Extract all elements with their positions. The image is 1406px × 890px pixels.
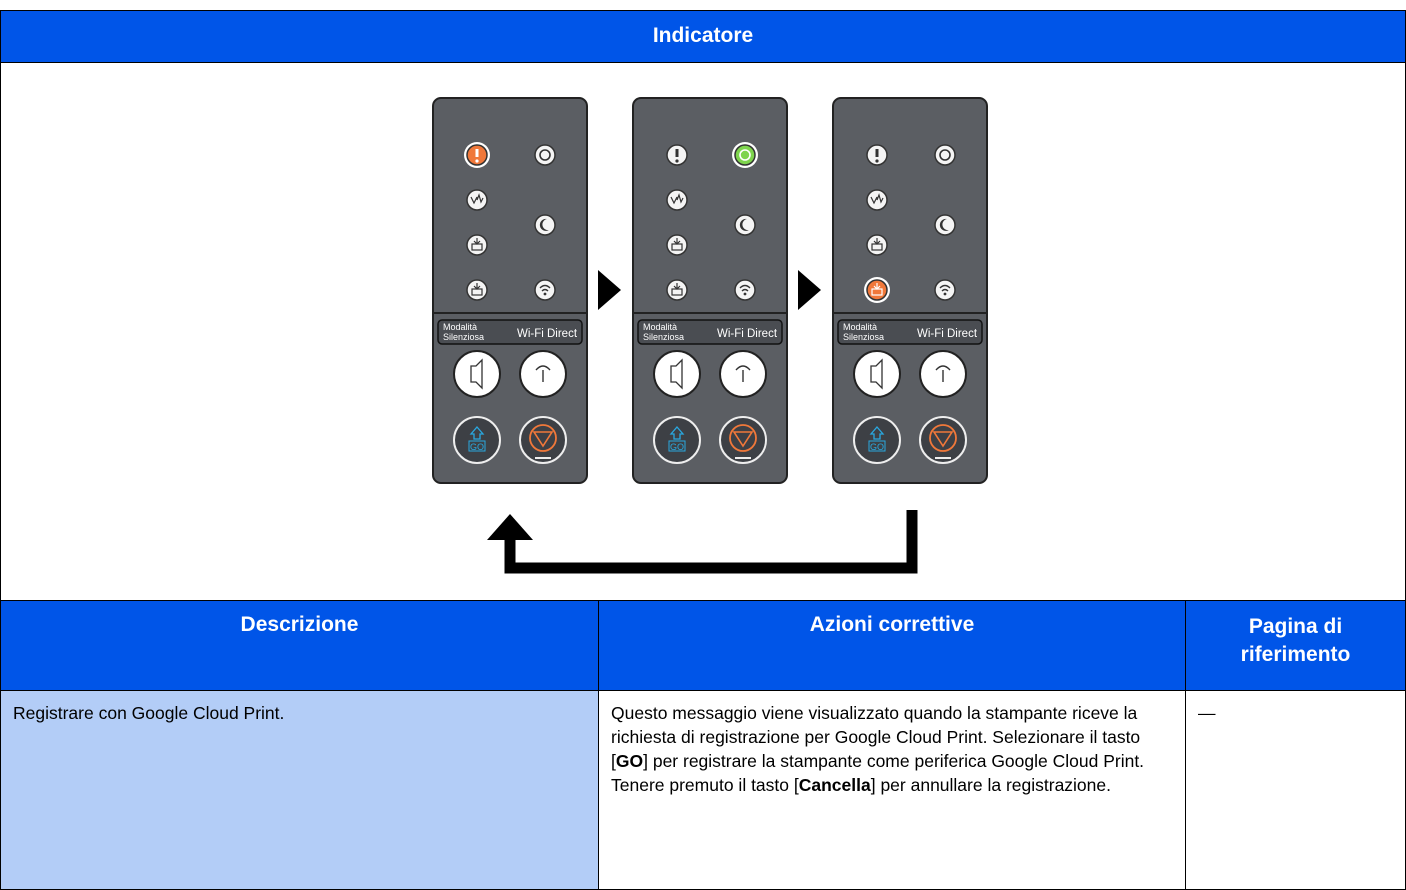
panel-button bbox=[453, 350, 501, 398]
panel-label: Silenziosa bbox=[643, 332, 684, 342]
go-icon bbox=[469, 426, 485, 440]
indicator-header: Indicatore bbox=[0, 10, 1406, 63]
column-header: Descrizione bbox=[0, 600, 599, 691]
text: ] per registrare la stampante come perif… bbox=[611, 751, 1145, 795]
led-icon bbox=[543, 292, 547, 296]
led-icon bbox=[539, 284, 551, 292]
actions-cell: Questo messaggio viene visualizzato quan… bbox=[598, 690, 1186, 890]
led-icon bbox=[939, 149, 951, 161]
reference-cell: — bbox=[1185, 690, 1406, 890]
text: ] per annullare la registrazione. bbox=[870, 775, 1111, 795]
led-icon bbox=[675, 159, 679, 163]
step-arrow bbox=[598, 270, 621, 310]
panel-button bbox=[653, 416, 701, 464]
stop-icon bbox=[532, 431, 554, 448]
panel-button bbox=[719, 416, 767, 464]
go-box bbox=[668, 440, 686, 452]
panel-label: Wi-Fi Direct bbox=[717, 328, 778, 340]
panel-label: Modalità bbox=[843, 322, 877, 332]
led bbox=[934, 144, 956, 166]
panel-button bbox=[453, 416, 501, 464]
led-icon bbox=[475, 159, 479, 163]
led-icon bbox=[470, 193, 484, 205]
led-icon bbox=[870, 193, 884, 205]
panel-button bbox=[919, 416, 967, 464]
panel-button bbox=[853, 416, 901, 464]
panel-label: Silenziosa bbox=[443, 332, 484, 342]
label-strip bbox=[637, 319, 783, 345]
led-icon bbox=[473, 238, 481, 245]
column-header: Azioni correttive bbox=[598, 600, 1186, 691]
led-icon bbox=[873, 283, 881, 290]
button-icon bbox=[735, 365, 751, 382]
led-icon bbox=[739, 218, 749, 231]
go-icon bbox=[869, 426, 885, 440]
panel-label: Modalità bbox=[643, 322, 677, 332]
button-icon bbox=[870, 358, 883, 390]
led-icon bbox=[739, 284, 751, 292]
panel-body bbox=[632, 97, 788, 484]
go-label: GO bbox=[670, 442, 684, 452]
led-icon bbox=[875, 159, 879, 163]
button-icon bbox=[470, 358, 483, 390]
button-icon bbox=[535, 365, 551, 382]
panel-body bbox=[432, 97, 588, 484]
panel-label: Wi-Fi Direct bbox=[517, 328, 578, 340]
label-strip bbox=[437, 319, 583, 345]
go-box bbox=[868, 440, 886, 452]
led bbox=[734, 144, 756, 166]
led-icon bbox=[673, 283, 681, 290]
stop-icon bbox=[932, 431, 954, 448]
led-icon bbox=[943, 292, 947, 296]
panel-body bbox=[832, 97, 988, 484]
led-icon bbox=[873, 238, 881, 245]
button-icon bbox=[935, 365, 951, 382]
panel-button bbox=[519, 416, 567, 464]
led-icon bbox=[673, 238, 681, 245]
button-icon bbox=[670, 358, 683, 390]
label-strip bbox=[837, 319, 983, 345]
step-arrow bbox=[798, 270, 821, 310]
text: Questo messaggio viene visualizzato quan… bbox=[611, 703, 1141, 771]
led-icon bbox=[670, 193, 684, 205]
stop-icon bbox=[929, 424, 957, 452]
panel-button bbox=[653, 350, 701, 398]
led-icon bbox=[939, 218, 949, 231]
stop-icon bbox=[729, 424, 757, 452]
led-icon bbox=[539, 218, 549, 231]
panel-button bbox=[853, 350, 901, 398]
description-cell: Registrare con Google Cloud Print. bbox=[0, 690, 599, 890]
led-icon bbox=[743, 292, 747, 296]
go-icon bbox=[669, 426, 685, 440]
column-header: Pagina di riferimento bbox=[1185, 600, 1406, 691]
led-icon bbox=[473, 283, 481, 290]
go-box bbox=[468, 440, 486, 452]
loop-arrow bbox=[504, 510, 918, 574]
led-icon bbox=[939, 284, 951, 292]
panel-label: Silenziosa bbox=[843, 332, 884, 342]
stop-icon bbox=[529, 424, 557, 452]
led bbox=[534, 214, 556, 236]
panel-label: Modalità bbox=[443, 322, 477, 332]
led bbox=[934, 214, 956, 236]
loop-arrow-head bbox=[487, 514, 533, 540]
bold-text: GO bbox=[615, 751, 644, 771]
led-icon bbox=[539, 149, 551, 161]
go-label: GO bbox=[470, 442, 484, 452]
stop-icon bbox=[732, 431, 754, 448]
led bbox=[534, 144, 556, 166]
bold-text: Cancella bbox=[798, 775, 871, 795]
led bbox=[734, 214, 756, 236]
panel-label: Wi-Fi Direct bbox=[917, 328, 978, 340]
go-label: GO bbox=[870, 442, 884, 452]
led-icon bbox=[739, 149, 751, 161]
